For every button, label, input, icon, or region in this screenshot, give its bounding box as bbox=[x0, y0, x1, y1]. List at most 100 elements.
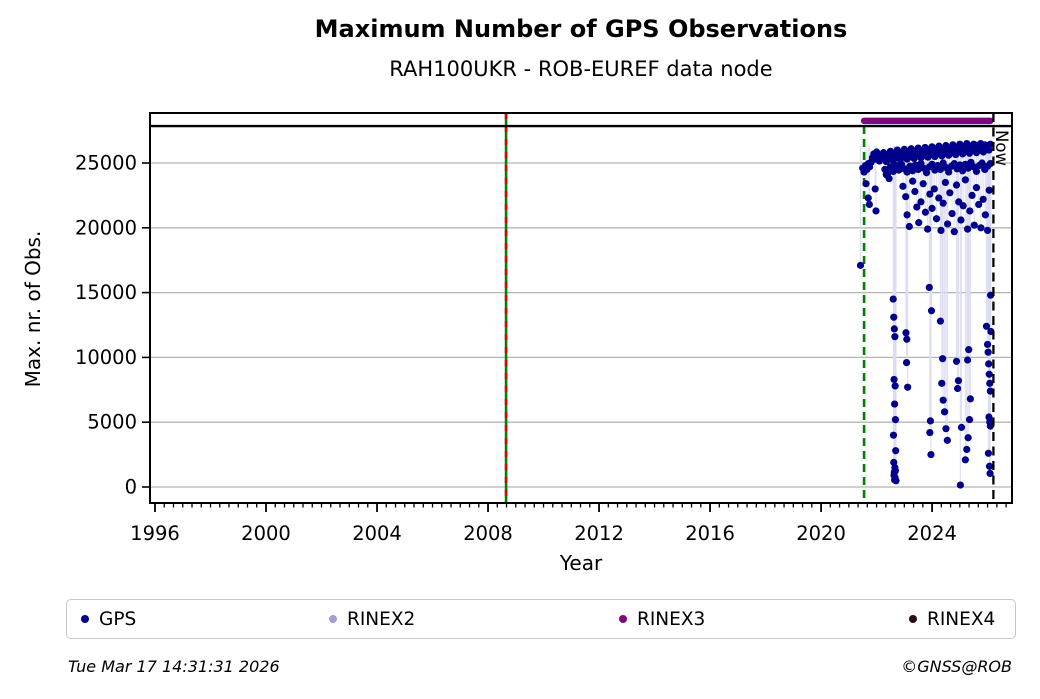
data-point bbox=[950, 228, 958, 236]
data-point bbox=[895, 166, 903, 174]
data-point bbox=[986, 469, 994, 477]
data-point bbox=[986, 140, 994, 148]
legend-label-rinex4: RINEX4 bbox=[927, 608, 996, 630]
data-point bbox=[891, 416, 900, 424]
data-point bbox=[903, 335, 911, 343]
data-point bbox=[935, 194, 943, 202]
data-point bbox=[889, 167, 897, 176]
data-point bbox=[892, 477, 900, 485]
data-point bbox=[928, 160, 936, 168]
legend-item-rinex3: RINEX3 bbox=[619, 600, 705, 638]
data-point bbox=[965, 346, 973, 354]
x-tick-label: 2024 bbox=[907, 522, 957, 545]
legend-item-rinex4: RINEX4 bbox=[909, 600, 995, 638]
y-tick-label: 15000 bbox=[75, 281, 137, 304]
data-point bbox=[943, 436, 951, 444]
data-point bbox=[952, 357, 961, 365]
y-tick-label: 10000 bbox=[75, 346, 137, 369]
data-point bbox=[930, 185, 938, 193]
data-point bbox=[927, 307, 936, 315]
x-tick-label: 2004 bbox=[352, 522, 402, 545]
y-tick-label: 5000 bbox=[87, 411, 137, 434]
data-point bbox=[956, 481, 964, 489]
gps-marker-icon bbox=[81, 615, 89, 623]
data-point bbox=[954, 384, 962, 393]
x-tick-label: 2000 bbox=[241, 522, 291, 545]
data-point bbox=[981, 211, 989, 219]
data-point bbox=[963, 225, 972, 233]
plot-frame bbox=[149, 112, 1013, 504]
legend-item-gps: GPS bbox=[81, 600, 136, 638]
plot-timestamp: Tue Mar 17 14:31:31 2026 bbox=[68, 657, 280, 676]
data-point bbox=[902, 329, 910, 337]
data-point bbox=[954, 377, 963, 385]
data-point bbox=[985, 462, 994, 470]
data-point bbox=[942, 425, 950, 433]
data-point bbox=[856, 261, 865, 269]
data-point bbox=[985, 360, 993, 368]
data-point bbox=[926, 417, 935, 425]
data-point bbox=[946, 189, 954, 197]
data-point bbox=[984, 449, 993, 457]
data-point bbox=[892, 447, 900, 455]
x-tick-label: 2016 bbox=[685, 522, 735, 545]
x-axis-label: Year bbox=[559, 551, 603, 575]
legend-label-rinex3: RINEX3 bbox=[637, 608, 706, 630]
data-point bbox=[964, 434, 972, 442]
data-point bbox=[966, 395, 974, 403]
data-point bbox=[902, 358, 911, 367]
data-point bbox=[862, 180, 870, 188]
y-axis-label: Max. nr. of Obs. bbox=[21, 230, 45, 388]
data-point bbox=[966, 207, 974, 215]
data-point bbox=[983, 340, 992, 349]
chart-subtitle: RAH100UKR - ROB-EUREF data node bbox=[389, 57, 773, 81]
data-point bbox=[968, 191, 976, 200]
data-point bbox=[965, 416, 974, 424]
x-tick-label: 1996 bbox=[130, 522, 180, 545]
chart-title: Maximum Number of GPS Observations bbox=[314, 15, 848, 43]
data-point bbox=[903, 211, 911, 219]
rinex4-marker-icon bbox=[909, 615, 917, 623]
data-point bbox=[937, 226, 945, 234]
y-tick-label: 25000 bbox=[75, 152, 137, 175]
rinex2-marker-icon bbox=[329, 615, 337, 623]
data-point bbox=[917, 198, 925, 206]
data-point bbox=[899, 182, 907, 190]
legend-label-gps: GPS bbox=[99, 608, 137, 630]
data-point bbox=[871, 185, 879, 193]
data-point bbox=[932, 215, 941, 223]
data-point bbox=[944, 220, 952, 228]
data-point bbox=[964, 164, 972, 172]
data-point bbox=[952, 181, 961, 189]
data-point bbox=[939, 355, 947, 363]
data-point bbox=[891, 382, 899, 390]
data-point bbox=[904, 383, 912, 391]
data-point bbox=[865, 200, 873, 209]
data-point bbox=[890, 375, 898, 384]
data-point bbox=[938, 379, 946, 387]
x-tick-label: 2012 bbox=[574, 522, 624, 545]
rinex3-marker-icon bbox=[619, 615, 627, 623]
data-point bbox=[975, 200, 983, 209]
data-point bbox=[945, 168, 953, 176]
data-point bbox=[986, 160, 994, 168]
data-point bbox=[984, 348, 992, 356]
data-point bbox=[986, 387, 994, 395]
data-point bbox=[963, 445, 971, 454]
data-point bbox=[926, 428, 934, 437]
x-tick-label: 2008 bbox=[463, 522, 513, 545]
data-point bbox=[921, 208, 930, 216]
data-point bbox=[985, 146, 993, 154]
data-point bbox=[902, 193, 910, 201]
data-point bbox=[915, 219, 923, 227]
data-point bbox=[939, 199, 947, 207]
data-point bbox=[922, 169, 931, 177]
legend-item-rinex2: RINEX2 bbox=[329, 600, 415, 638]
x-tick-label: 2020 bbox=[796, 522, 846, 545]
data-point bbox=[948, 209, 956, 218]
data-point bbox=[905, 222, 913, 231]
y-tick-label: 20000 bbox=[75, 216, 137, 239]
data-point bbox=[872, 207, 880, 215]
data-point bbox=[890, 325, 898, 333]
